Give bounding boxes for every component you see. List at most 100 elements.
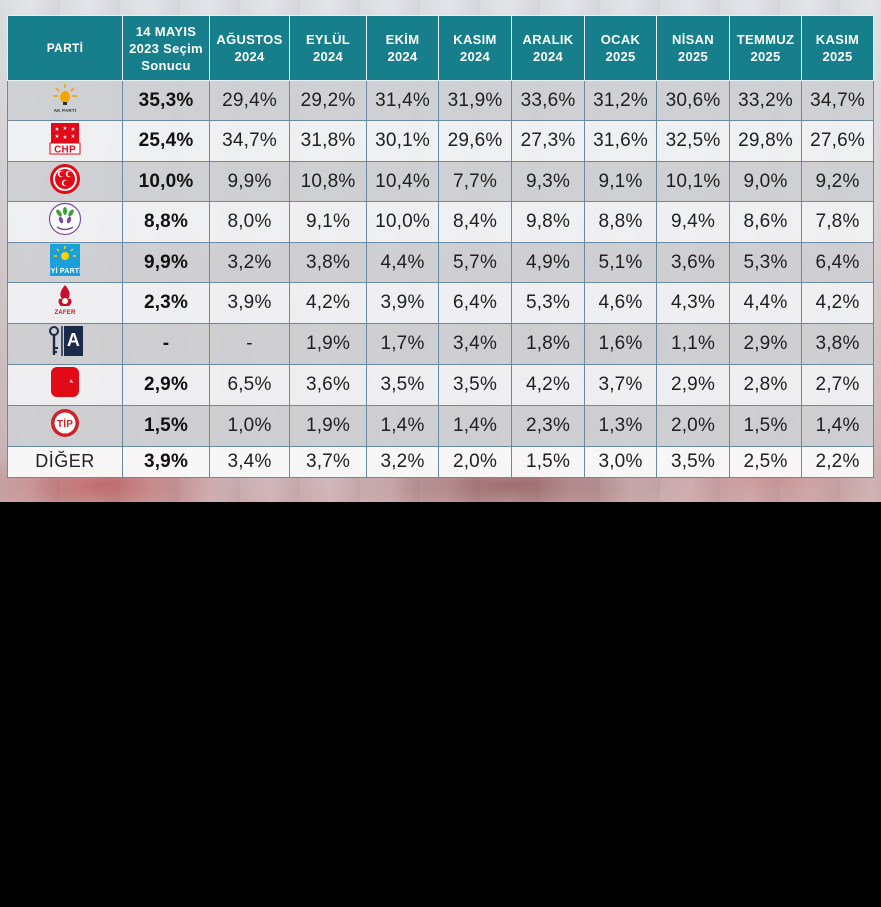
table-row: CHP 25,4% 34,7% 31,8% 30,1% 29,6% 27,3% 31,6% 3… xyxy=(7,120,874,162)
poll-value-cell: 5,3% xyxy=(729,242,802,283)
table-row: DİĞER 3,9% 3,4% 3,7% 3,2% 2,0% 1,5% 3,0% 3,5% 2,5… xyxy=(7,446,874,478)
poll-value-cell: 31,2% xyxy=(584,80,657,121)
poll-value-cell: 6,4% xyxy=(801,242,874,283)
header-month: ARALIK 2024 xyxy=(511,15,585,81)
poll-value-cell: 27,3% xyxy=(511,120,585,162)
mhp-logo xyxy=(49,163,81,201)
table-row: 8,8% 8,0% 9,1% 10,0% 8,4% 9,8% 8,8% 9,4% 8,6% 7,8… xyxy=(7,201,874,243)
party-label-diger: DİĞER xyxy=(35,451,95,471)
poll-value-cell: 3,6% xyxy=(289,364,367,406)
akp-logo: AK PARTİ xyxy=(50,82,80,120)
poll-value-cell: 9,1% xyxy=(584,161,657,202)
poll-value-cell: 3,9% xyxy=(209,282,290,324)
poll-value-cell: 33,6% xyxy=(511,80,585,121)
poll-value-cell: 10,8% xyxy=(289,161,367,202)
election-result-cell: 3,9% xyxy=(122,446,210,478)
table-row: ZAFER 2,3% 3,9% 4,2% 3,9% 6,4% 5,3% 4,6% 4,3% 4,… xyxy=(7,282,874,324)
tip-logo-text: TİP xyxy=(57,417,73,430)
poll-value-cell: 3,7% xyxy=(584,364,657,406)
poll-value-cell: 7,8% xyxy=(801,201,874,243)
header-month: TEMMUZ 2025 xyxy=(729,15,802,81)
poll-value-cell: 1,6% xyxy=(584,323,657,365)
poll-value-cell: 9,9% xyxy=(209,161,290,202)
party-cell: AK PARTİ xyxy=(7,80,123,121)
poll-value-cell: 29,6% xyxy=(438,120,512,162)
header-election: 14 MAYIS 2023 Seçim Sonucu xyxy=(122,15,210,81)
table-row: TİP 1,5% 1,0% 1,9% 1,4% 1,4% 2,3% 1,3% 2,0% 1,5%… xyxy=(7,405,874,447)
header-month: KASIM 2025 xyxy=(801,15,874,81)
poll-value-cell: 3,9% xyxy=(366,282,439,324)
dem-logo xyxy=(48,202,82,242)
header-month: NİSAN 2025 xyxy=(656,15,730,81)
party-cell: TİP xyxy=(7,405,123,447)
poll-value-cell: 3,4% xyxy=(209,446,290,478)
election-result-cell: 2,9% xyxy=(122,364,210,406)
poll-value-cell: 3,4% xyxy=(438,323,512,365)
poll-value-cell: 31,9% xyxy=(438,80,512,121)
poll-value-cell: 7,7% xyxy=(438,161,512,202)
party-cell: ZAFER xyxy=(7,282,123,324)
poll-value-cell: 8,4% xyxy=(438,201,512,243)
poll-value-cell: 6,4% xyxy=(438,282,512,324)
poll-value-cell: - xyxy=(209,323,290,365)
poll-value-cell: 9,1% xyxy=(289,201,367,243)
poll-value-cell: 1,1% xyxy=(656,323,730,365)
header-month: KASIM 2024 xyxy=(438,15,512,81)
election-result-cell: 2,3% xyxy=(122,282,210,324)
header-month: EYLÜL 2024 xyxy=(289,15,367,81)
poll-value-cell: 4,2% xyxy=(289,282,367,324)
poll-value-cell: 4,9% xyxy=(511,242,585,283)
poll-value-cell: 4,6% xyxy=(584,282,657,324)
poll-value-cell: 1,4% xyxy=(438,405,512,447)
anahtar-logo: A xyxy=(45,324,85,364)
zafer-logo-text: ZAFER xyxy=(55,310,76,316)
poll-value-cell: 6,5% xyxy=(209,364,290,406)
party-cell xyxy=(7,161,123,202)
poll-value-cell: 9,0% xyxy=(729,161,802,202)
election-result-cell: - xyxy=(122,323,210,365)
poll-value-cell: 1,5% xyxy=(511,446,585,478)
poll-value-cell: 3,0% xyxy=(584,446,657,478)
election-result-cell: 9,9% xyxy=(122,242,210,283)
table-row: A - -1,9% 1,7% 3,4% 1,8% 1,6% 1,1% 2,9% 3,8% xyxy=(7,323,874,365)
poll-value-cell: 2,3% xyxy=(511,405,585,447)
table-row: 2,9% 6,5% 3,6% 3,5% 3,5% 4,2% 3,7% 2,9% 2,8% 2,7% xyxy=(7,364,874,406)
poll-value-cell: 1,9% xyxy=(289,405,367,447)
election-result-cell: 10,0% xyxy=(122,161,210,202)
poll-value-cell: 1,9% xyxy=(289,323,367,365)
party-cell: A xyxy=(7,323,123,365)
poll-value-cell: 2,9% xyxy=(729,323,802,365)
tip-logo: TİP xyxy=(49,406,81,446)
poll-value-cell: 9,3% xyxy=(511,161,585,202)
poll-value-cell: 9,8% xyxy=(511,201,585,243)
table-row: İYİ PARTİ 9,9% 3,2% 3,8% 4,4% 5,7% 4,9% 5,1% 3,… xyxy=(7,242,874,283)
poll-value-cell: 5,3% xyxy=(511,282,585,324)
poll-value-cell: 30,6% xyxy=(656,80,730,121)
party-cell xyxy=(7,201,123,243)
poll-value-cell: 4,2% xyxy=(801,282,874,324)
table-row: AK PARTİ 35,3% 29,4% 29,2% 31,4% 31,9% 33,6% 3… xyxy=(7,80,874,121)
poll-value-cell: 2,8% xyxy=(729,364,802,406)
poll-value-cell: 34,7% xyxy=(209,120,290,162)
header-party: PARTİ xyxy=(7,15,123,81)
poll-value-cell: 8,0% xyxy=(209,201,290,243)
poll-value-cell: 29,4% xyxy=(209,80,290,121)
poll-value-cell: 5,7% xyxy=(438,242,512,283)
poll-value-cell: 4,2% xyxy=(511,364,585,406)
poll-value-cell: 3,7% xyxy=(289,446,367,478)
poll-value-cell: 1,4% xyxy=(366,405,439,447)
party-cell: DİĞER xyxy=(7,446,123,478)
chp-logo-text: CHP xyxy=(54,145,76,156)
poll-value-cell: 10,1% xyxy=(656,161,730,202)
header-row: PARTİ 14 MAYIS 2023 Seçim Sonucu AĞUSTOS… xyxy=(7,15,874,81)
poll-value-cell: 1,7% xyxy=(366,323,439,365)
poll-value-cell: 3,6% xyxy=(656,242,730,283)
header-month: AĞUSTOS 2024 xyxy=(209,15,290,81)
poll-value-cell: 8,6% xyxy=(729,201,802,243)
poll-value-cell: 2,0% xyxy=(656,405,730,447)
poll-value-cell: 4,4% xyxy=(366,242,439,283)
poll-value-cell: 10,4% xyxy=(366,161,439,202)
poll-value-cell: 4,3% xyxy=(656,282,730,324)
poll-value-cell: 2,7% xyxy=(801,364,874,406)
poll-value-cell: 3,5% xyxy=(656,446,730,478)
